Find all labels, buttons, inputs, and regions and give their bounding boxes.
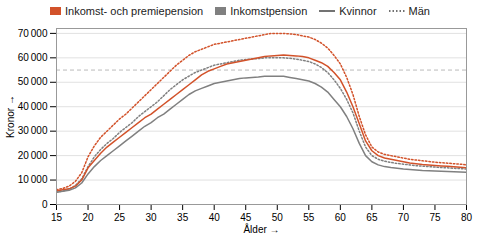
svg-text:20: 20 bbox=[82, 212, 94, 223]
svg-text:60 000: 60 000 bbox=[18, 52, 48, 63]
html-text:Män: Män bbox=[408, 5, 430, 17]
svg-text:50: 50 bbox=[272, 212, 284, 223]
svg-text:25: 25 bbox=[114, 212, 126, 223]
svg-text:35: 35 bbox=[177, 212, 189, 223]
svg-text:30: 30 bbox=[146, 212, 158, 223]
svg-text:80: 80 bbox=[461, 212, 473, 223]
svg-text:30 000: 30 000 bbox=[18, 125, 48, 136]
svg-text:70 000: 70 000 bbox=[18, 28, 48, 39]
svg-text:10 000: 10 000 bbox=[18, 174, 48, 185]
svg-text:75: 75 bbox=[429, 212, 441, 223]
svg-text:55: 55 bbox=[303, 212, 315, 223]
html-text:Kvinnor: Kvinnor bbox=[339, 5, 377, 17]
svg-text:45: 45 bbox=[240, 212, 252, 223]
svg-text:20 000: 20 000 bbox=[18, 150, 48, 161]
svg-text:50 000: 50 000 bbox=[18, 76, 48, 87]
svg-text:Kronor →: Kronor → bbox=[5, 95, 16, 138]
svg-text:70: 70 bbox=[398, 212, 410, 223]
svg-text:Ålder →: Ålder → bbox=[243, 223, 279, 235]
svg-text:60: 60 bbox=[335, 212, 347, 223]
svg-text:65: 65 bbox=[366, 212, 378, 223]
svg-text:0: 0 bbox=[42, 199, 48, 210]
svg-text:40: 40 bbox=[209, 212, 221, 223]
html-text:Inkomst- och premiepension: Inkomst- och premiepension bbox=[65, 5, 204, 17]
html-text:Inkomstpension: Inkomstpension bbox=[230, 5, 308, 17]
svg-text:15: 15 bbox=[51, 212, 63, 223]
svg-text:40 000: 40 000 bbox=[18, 101, 48, 112]
